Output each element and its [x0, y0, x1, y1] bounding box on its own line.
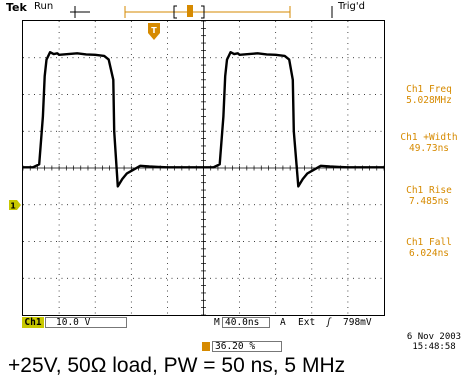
channel-1-label: Ch1: [22, 317, 44, 328]
measurement-label: Ch1 +Width: [400, 132, 458, 143]
trigger-level: 798mV: [343, 317, 372, 328]
trigger-type: Ext: [298, 317, 316, 328]
measurement-ch1-fall: Ch1 Fall 6.024ns: [388, 237, 470, 259]
brand-logo: Tek: [6, 1, 27, 14]
measurement-ch1-width: Ch1 +Width 49.73ns: [388, 132, 470, 154]
measurement-value: 6.024ns: [408, 248, 450, 259]
measurement-value: 5.028MHz: [406, 95, 452, 106]
trigger-source: A: [280, 317, 286, 328]
run-state: Run: [34, 1, 54, 12]
measurement-ch1-freq: Ch1 Freq 5.028MHz: [388, 84, 470, 106]
trigger-position-marker-label: T: [151, 26, 157, 35]
trigger-position-icon: [202, 342, 210, 351]
timestamp: 6 Nov 2003 15:48:58: [398, 332, 470, 352]
timebase-prefix: M: [214, 317, 220, 328]
record-window-marker: [187, 5, 193, 17]
channel-1-scale: 10.0 V: [45, 317, 127, 328]
measurement-label: Ch1 Rise: [406, 185, 452, 196]
timestamp-date: 6 Nov 2003: [406, 332, 462, 342]
trigger-slope-icon: ʃ: [326, 317, 332, 328]
ch1-ground-marker: [9, 200, 21, 210]
measurement-label: Ch1 Freq: [406, 84, 452, 95]
graticule-border: [22, 20, 385, 316]
timestamp-time: 15:48:58: [412, 342, 456, 352]
measurement-label: Ch1 Fall: [406, 237, 452, 248]
trigger-position-value: 36.20 %: [212, 341, 282, 352]
trigger-position-marker: [148, 23, 160, 40]
ch1-ground-marker-label: 1: [10, 202, 16, 211]
measurement-value: 49.73ns: [408, 143, 450, 154]
measurement-ch1-rise: Ch1 Rise 7.485ns: [388, 185, 470, 207]
measurement-value: 7.485ns: [408, 196, 450, 207]
trigger-status: Trig'd: [338, 1, 365, 12]
figure-caption: +25V, 50Ω load, PW = 50 ns, 5 MHz: [8, 354, 346, 377]
record-bracket-right: [201, 5, 205, 19]
timebase-value: 40.0ns: [222, 317, 270, 328]
ch1-waveform-trace: [23, 51, 384, 188]
record-bracket-left: [173, 5, 177, 19]
